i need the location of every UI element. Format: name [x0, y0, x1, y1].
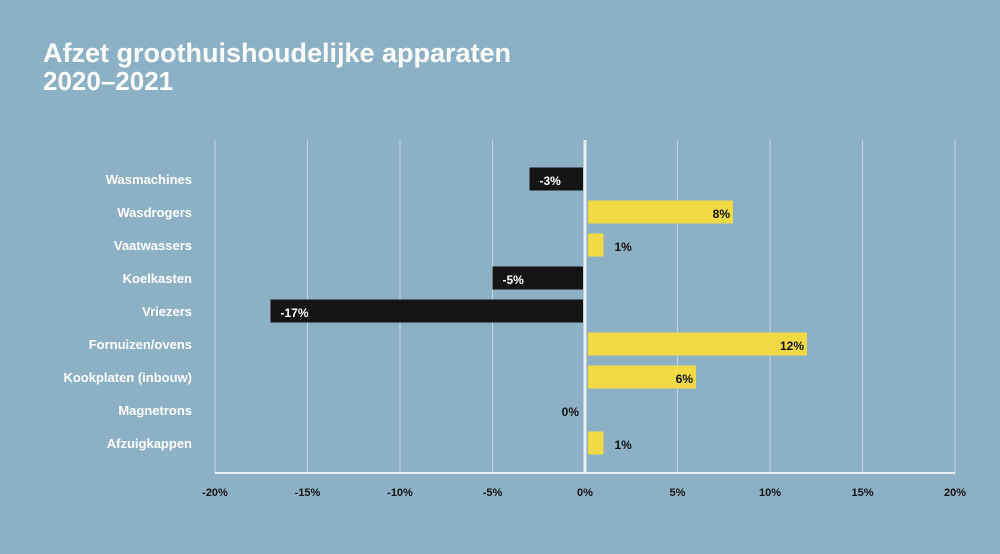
category-label: Afzuigkappen: [107, 436, 192, 451]
x-tick-label: 0%: [577, 487, 593, 499]
x-tick-label: -10%: [387, 487, 413, 499]
category-label: Wasmachines: [106, 172, 192, 187]
category-label: Fornuizen/ovens: [89, 337, 192, 352]
x-tick-label: 15%: [851, 487, 873, 499]
category-label: Kookplaten (inbouw): [63, 370, 192, 385]
category-label: Vriezers: [142, 304, 192, 319]
category-label: Koelkasten: [123, 271, 192, 286]
x-tick-label: 5%: [670, 487, 686, 499]
chart-title: Afzet groothuishoudelijke apparaten: [43, 38, 512, 68]
data-label: -17%: [281, 306, 309, 320]
data-label: -5%: [503, 273, 525, 287]
bar: [492, 266, 583, 290]
bars: [270, 167, 807, 455]
category-label: Magnetrons: [118, 403, 192, 418]
data-label: 1%: [615, 240, 633, 254]
x-tick-label: 20%: [944, 487, 966, 499]
x-tick-label: -20%: [202, 487, 228, 499]
chart-subtitle: 2020–2021: [43, 66, 174, 96]
data-label: 1%: [615, 438, 633, 452]
labels: -20% -15% -10% -5% 0% 5% 10% 15% 20% Wasmachines -…: [63, 172, 966, 499]
category-label: Wasdrogers: [117, 205, 192, 220]
bar: [588, 365, 696, 389]
data-label: -3%: [540, 174, 562, 188]
axes: [215, 140, 955, 474]
x-tick-label: -15%: [295, 487, 321, 499]
bar: [270, 299, 583, 323]
data-label: 8%: [713, 207, 731, 221]
x-tick-label: 10%: [759, 487, 781, 499]
data-label: 12%: [780, 339, 804, 353]
bar: [588, 233, 604, 257]
category-label: Vaatwassers: [114, 238, 192, 253]
bar: [588, 332, 807, 356]
data-label: 6%: [676, 372, 694, 386]
data-label: 0%: [562, 405, 580, 419]
bar: [529, 167, 583, 191]
bar: [588, 431, 604, 455]
bar: [588, 200, 733, 224]
x-tick-label: -5%: [483, 487, 503, 499]
